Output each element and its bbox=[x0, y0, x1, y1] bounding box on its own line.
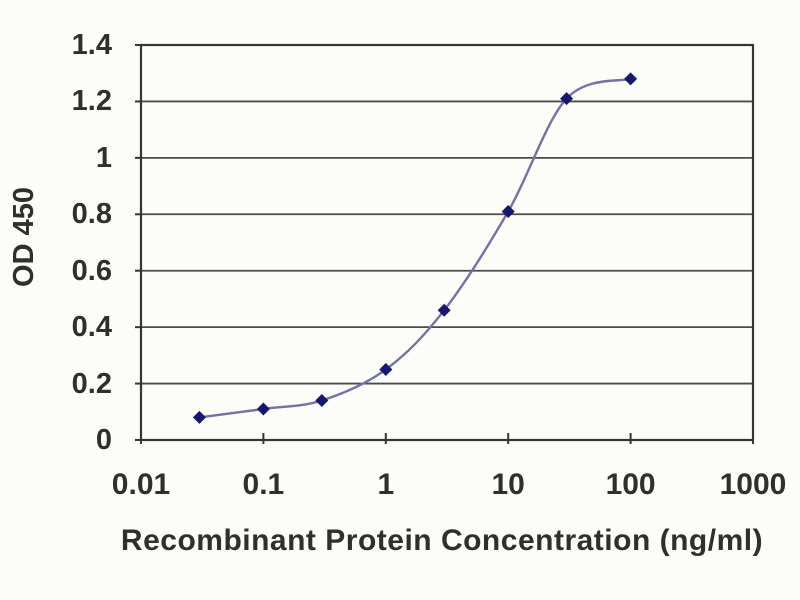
y-tick-label: 0.4 bbox=[71, 311, 112, 344]
data-point-marker bbox=[315, 394, 329, 407]
data-point-marker bbox=[560, 92, 574, 106]
y-tick-label: 1 bbox=[95, 141, 112, 174]
data-point-marker bbox=[256, 402, 270, 416]
y-tick-label: 0.2 bbox=[71, 367, 112, 400]
x-tick-label: 1000 bbox=[719, 468, 787, 501]
plot-border bbox=[139, 43, 755, 442]
data-point-marker bbox=[501, 204, 515, 218]
x-tick-label: 1 bbox=[377, 468, 395, 501]
y-tick-label: 1.4 bbox=[71, 29, 112, 61]
y-tick-label: 1.2 bbox=[71, 85, 112, 118]
data-series-line bbox=[198, 77, 632, 419]
x-axis-title: Recombinant Protein Concentration (ng/ml… bbox=[120, 524, 764, 557]
x-tick-label: 10 bbox=[491, 468, 525, 501]
data-point-marker bbox=[437, 303, 451, 317]
y-tick-label: 0.6 bbox=[71, 254, 112, 287]
y-tick-label: 0 bbox=[95, 424, 112, 456]
x-tick-label: 0.01 bbox=[111, 468, 171, 501]
x-tick-label: 0.1 bbox=[242, 468, 285, 501]
data-point-marker bbox=[192, 410, 206, 424]
y-tick-label: 0.8 bbox=[71, 198, 112, 231]
x-tick-label: 100 bbox=[605, 468, 656, 501]
data-point-marker bbox=[624, 72, 638, 86]
data-point-marker bbox=[379, 362, 393, 376]
